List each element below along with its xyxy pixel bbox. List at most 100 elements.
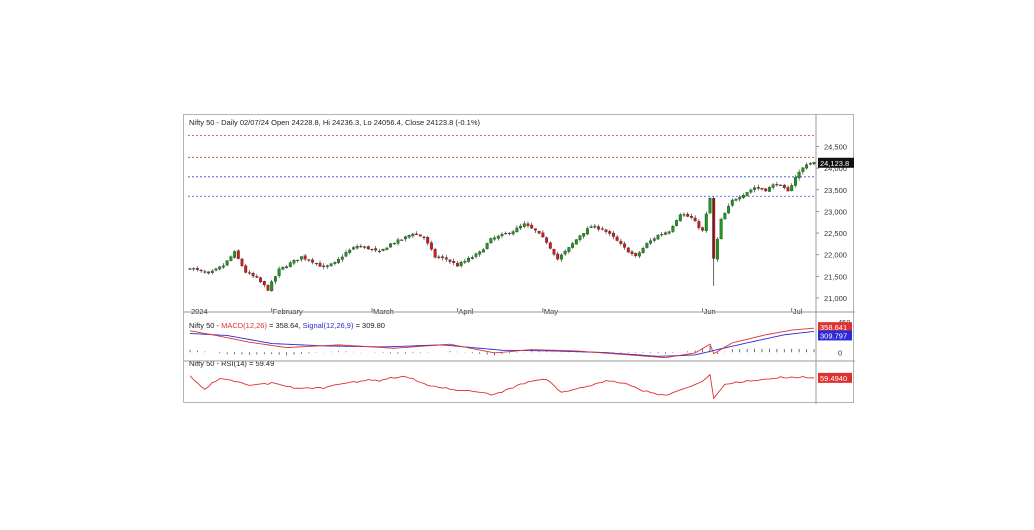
macd-legend: Nifty 50 - MACD(12,26) = 358.64, Signal(… [189, 321, 385, 330]
candle [793, 175, 797, 188]
candle-body [400, 239, 404, 241]
candle [619, 238, 623, 246]
candle [734, 197, 738, 202]
candle-body [689, 215, 693, 218]
candle-body [496, 235, 500, 239]
candle-body [615, 236, 619, 241]
candle-body [292, 260, 296, 264]
candle-body [526, 223, 530, 226]
candle-body [207, 271, 211, 274]
candle-body [675, 220, 679, 226]
candle [753, 185, 757, 193]
candle [779, 184, 783, 186]
candle [207, 271, 211, 275]
candle-body [741, 195, 745, 198]
candle-body [355, 246, 359, 249]
candle-body [734, 199, 738, 201]
candle-body [337, 259, 341, 263]
candle [727, 203, 731, 215]
candle [682, 212, 686, 217]
candle-body [585, 228, 589, 235]
candle-body [567, 247, 571, 252]
candle [244, 263, 248, 274]
candle-body [192, 268, 196, 270]
candle-body [351, 247, 355, 250]
candle [504, 231, 508, 235]
candle-body [771, 184, 775, 188]
candle-body [682, 214, 686, 216]
macd-value-tag-bg [818, 322, 852, 333]
candle [582, 232, 586, 239]
candle [530, 222, 534, 229]
candle [448, 258, 452, 265]
candle [225, 260, 229, 267]
candle [797, 169, 801, 181]
candle-body [448, 259, 452, 262]
candle [801, 167, 805, 175]
candle-body [429, 242, 433, 250]
macd-value-tag: 309.797 [820, 331, 847, 340]
candle-body [749, 189, 753, 193]
candle-body [270, 281, 274, 292]
candle [604, 228, 608, 235]
candle [273, 275, 277, 284]
candle [481, 248, 485, 253]
candle [266, 284, 270, 291]
last-close-tag-bg [818, 157, 854, 168]
candle [660, 231, 664, 237]
candle [556, 251, 560, 261]
chart-canvas: Nifty 50 - Daily 02/07/24 Open 24228.8, … [184, 115, 855, 404]
candle-body [556, 253, 560, 260]
candle [559, 253, 563, 262]
candle [719, 217, 723, 240]
rsi-value-tag-bg [818, 372, 852, 383]
candle-body [474, 253, 478, 257]
candle-body [775, 184, 779, 186]
candle [786, 185, 790, 192]
candle [203, 269, 207, 274]
candle-body [649, 240, 653, 244]
candle-body [604, 229, 608, 232]
candle-body [645, 243, 649, 248]
candle [689, 213, 693, 220]
candle [192, 267, 196, 272]
candle-body [441, 256, 445, 258]
candle-body [719, 219, 723, 239]
candle [359, 244, 363, 248]
candle-body [377, 250, 381, 253]
candle-body [236, 250, 240, 259]
candle [311, 257, 315, 265]
candle [585, 226, 589, 236]
candle [322, 263, 326, 270]
candle [281, 266, 285, 271]
candle [437, 254, 441, 260]
candle [808, 161, 812, 166]
candle [255, 274, 259, 279]
macd-legend-prefix: Nifty 50 - [189, 321, 221, 330]
candle-body [723, 213, 727, 220]
candle [548, 241, 552, 250]
candle-body [259, 277, 263, 283]
macd-legend-end: = 309.80 [353, 321, 385, 330]
candle [563, 249, 567, 256]
candle [697, 218, 701, 231]
candle [262, 280, 266, 288]
candle-body [608, 231, 612, 234]
candle-body [515, 227, 519, 233]
candle-body [481, 249, 485, 253]
candle [467, 256, 471, 263]
candle-body [240, 258, 244, 266]
candle-body [559, 254, 563, 260]
candle-body [738, 197, 742, 200]
candle-body [329, 263, 333, 266]
candle [775, 181, 779, 187]
candle [749, 188, 753, 194]
candle-body [656, 234, 660, 240]
rsi-panel: Nifty 50 - RSI(14) = 59.49 59.4940 [189, 359, 852, 400]
macd-legend-mid: = 358.64, [267, 321, 303, 330]
candle [782, 184, 786, 190]
candle [429, 240, 433, 251]
candle [767, 186, 771, 193]
candle [597, 224, 601, 232]
candle-body [403, 236, 407, 240]
